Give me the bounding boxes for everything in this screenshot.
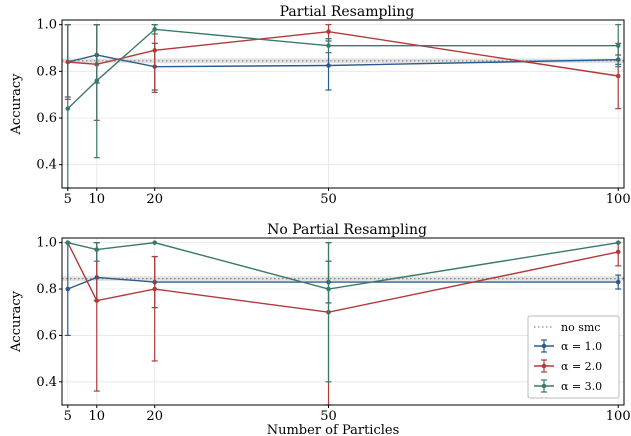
x-tick-label: 20: [146, 409, 163, 424]
data-point: [152, 240, 158, 245]
x-tick-label: 100: [606, 409, 631, 424]
legend-label-alpha-2: α = 2.0: [561, 360, 602, 373]
data-point: [152, 27, 158, 32]
data-point: [65, 286, 71, 292]
y-tick-label: 0.6: [36, 111, 57, 126]
series-line: [67, 28, 619, 110]
panel-no-partial-resampling: 0.4 0.6 0.8 1.0 5 10 20 50 100 No Partial Resampl…: [9, 222, 631, 436]
legend-box: [527, 315, 620, 399]
y-axis-label: Accuracy: [9, 290, 24, 353]
legend-swatch-marker: [541, 363, 547, 369]
data-point: [615, 240, 621, 245]
panel-partial-resampling: 0.4 0.6 0.8 1.0 5 10 20 50 100 Partial Resampling…: [9, 4, 631, 207]
data-point: [152, 286, 158, 292]
x-tick-label: 100: [606, 192, 631, 207]
y-tick-label: 0.4: [36, 158, 57, 173]
x-tick-label: 50: [320, 409, 337, 424]
x-tick-label: 10: [88, 192, 105, 207]
plot-frame: [61, 237, 625, 406]
data-point: [94, 247, 100, 252]
y-tick-label: 0.4: [36, 375, 57, 390]
plot-frame: [61, 19, 625, 189]
y-tick-label: 0.6: [36, 328, 57, 343]
y-tick-label: 0.8: [36, 64, 57, 79]
data-point: [94, 78, 100, 83]
data-point: [94, 298, 100, 303]
x-tick-label: 50: [320, 192, 337, 207]
legend-label-alpha-1: α = 1.0: [561, 340, 602, 353]
data-point: [326, 29, 331, 34]
legend: no smc α = 1.0 α = 2.0 α = 3.0: [527, 315, 620, 399]
legend-swatch-alpha-1: [534, 339, 554, 353]
data-point: [326, 43, 331, 48]
data-point: [615, 43, 621, 48]
x-tick-label: 5: [64, 192, 72, 207]
legend-swatch-marker: [541, 343, 547, 349]
data-point: [615, 73, 621, 79]
y-tick-label: 1.0: [36, 236, 57, 251]
data-point: [326, 286, 331, 292]
data-point: [65, 106, 71, 111]
data-point: [326, 63, 331, 68]
legend-swatch-alpha-3: [534, 379, 554, 393]
y-axis-label: Accuracy: [9, 73, 24, 136]
legend-swatch-marker: [541, 383, 547, 389]
x-tick-label: 5: [64, 409, 72, 424]
legend-label-alpha-3: α = 3.0: [561, 380, 602, 393]
series-alpha-3: [65, 240, 621, 383]
y-tick-label: 0.8: [36, 282, 57, 297]
panel-title: Partial Resampling: [280, 4, 415, 20]
legend-label-baseline: no smc: [561, 321, 600, 334]
data-point: [65, 240, 71, 245]
y-tick-label: 1.0: [36, 18, 57, 33]
series-alpha-3: [64, 24, 622, 189]
data-point: [615, 249, 621, 255]
data-point: [615, 279, 621, 285]
x-axis-label: Number of Particles: [267, 423, 400, 436]
data-point: [152, 48, 158, 53]
x-tick-label: 10: [88, 409, 105, 424]
legend-swatch-alpha-2: [534, 359, 554, 373]
series-line: [67, 30, 619, 77]
panel-title: No Partial Resampling: [267, 222, 427, 238]
x-tick-label: 20: [146, 192, 163, 207]
series-alpha-2: [64, 24, 622, 121]
